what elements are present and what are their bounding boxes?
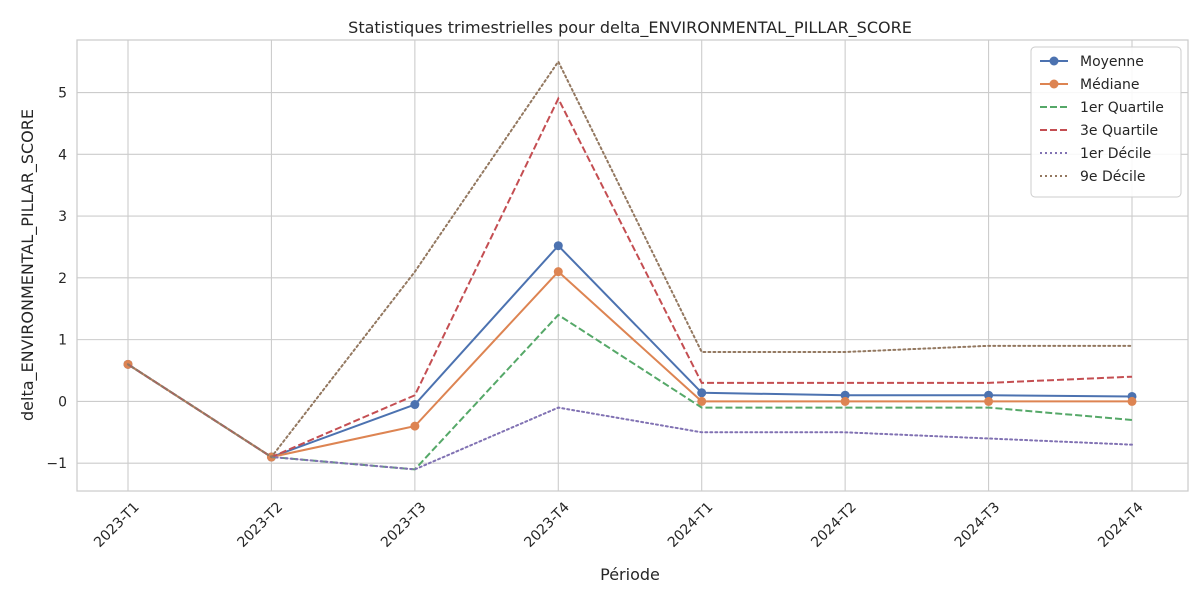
legend-label: 3e Quartile <box>1080 123 1158 139</box>
series-line <box>127 270 1132 459</box>
series-3 <box>127 96 1133 459</box>
y-tick-label: 0 <box>58 394 67 410</box>
series-1 <box>123 267 1137 462</box>
y-tick-label: 3 <box>58 209 67 225</box>
legend-marker <box>1049 79 1059 89</box>
series-line <box>127 313 1133 471</box>
x-tick-label: 2024-T1 <box>665 499 717 551</box>
x-tick-label: 2023-T1 <box>91 499 143 551</box>
data-point <box>697 388 707 398</box>
y-tick-label: 5 <box>58 86 67 102</box>
legend-label: Moyenne <box>1080 54 1144 70</box>
series-4 <box>127 363 1133 471</box>
legend-marker <box>1049 56 1059 66</box>
legend-label: Médiane <box>1080 77 1140 93</box>
x-axis-label: Période <box>600 565 660 584</box>
data-point <box>553 267 563 277</box>
legend-label: 9e Décile <box>1080 169 1145 185</box>
data-point <box>410 400 420 410</box>
grid <box>77 40 1188 491</box>
data-point <box>697 396 707 406</box>
series-line <box>127 96 1133 459</box>
chart-title: Statistiques trimestrielles pour delta_E… <box>348 18 912 38</box>
data-point <box>840 390 850 400</box>
data-point <box>840 396 850 406</box>
data-point <box>553 241 563 251</box>
x-tick-label: 2023-T3 <box>378 499 430 551</box>
series-line <box>127 244 1133 459</box>
series-0 <box>123 241 1137 462</box>
plot-area-frame <box>76 39 1189 492</box>
x-tick-label: 2023-T2 <box>235 499 287 551</box>
series-2 <box>127 313 1133 471</box>
legend-box <box>1030 46 1182 198</box>
series-line <box>127 363 1133 471</box>
legend-label: 1er Décile <box>1080 146 1151 162</box>
data-point <box>1127 396 1137 406</box>
series-5 <box>127 59 1133 459</box>
x-tick-label: 2024-T2 <box>808 499 860 551</box>
y-axis-label: delta_ENVIRONMENTAL_PILLAR_SCORE <box>18 109 38 421</box>
legend: Moyenne Médiane 1er Quartile 3e Quartile 1er… <box>1030 46 1182 198</box>
y-tick-label: 4 <box>58 147 67 163</box>
series-line <box>127 59 1133 459</box>
legend-label: 1er Quartile <box>1080 100 1164 116</box>
series-layer <box>123 59 1137 471</box>
y-axis-ticks: −1 0 1 2 3 4 5 <box>46 86 67 473</box>
data-point <box>410 421 420 431</box>
y-tick-label: 2 <box>58 271 67 287</box>
y-tick-label: −1 <box>46 456 67 472</box>
data-point <box>984 396 994 406</box>
data-point <box>984 390 994 400</box>
x-tick-label: 2023-T4 <box>521 499 573 551</box>
x-axis-ticks: 2023-T1 2023-T2 2023-T3 2023-T4 2024-T1 2024-… <box>91 499 1147 551</box>
y-tick-label: 1 <box>58 333 67 349</box>
x-tick-label: 2024-T4 <box>1095 499 1147 551</box>
x-tick-label: 2024-T3 <box>952 499 1004 551</box>
